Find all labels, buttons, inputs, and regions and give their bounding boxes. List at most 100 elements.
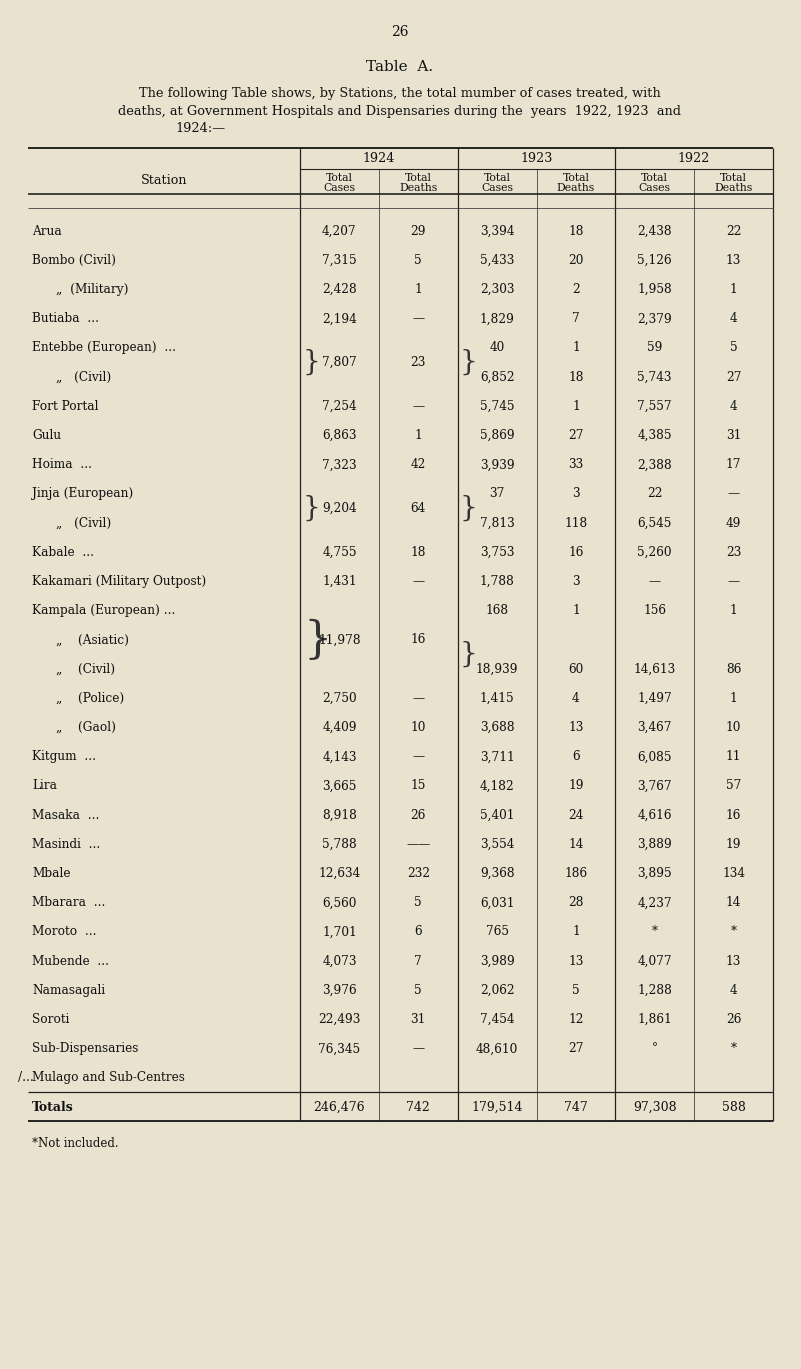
Text: 4: 4 <box>572 691 580 705</box>
Text: 19: 19 <box>568 779 584 793</box>
Text: 1: 1 <box>414 428 422 442</box>
Text: 747: 747 <box>564 1101 588 1114</box>
Text: 1: 1 <box>572 341 580 355</box>
Text: Masaka  ...: Masaka ... <box>32 809 99 821</box>
Text: „   (Civil): „ (Civil) <box>56 516 111 530</box>
Text: 1,829: 1,829 <box>480 312 514 326</box>
Text: —: — <box>413 1042 425 1055</box>
Text: 1924:—: 1924:— <box>175 122 225 134</box>
Text: 4,409: 4,409 <box>322 721 356 734</box>
Text: Total: Total <box>720 172 747 183</box>
Text: 5,126: 5,126 <box>638 253 672 267</box>
Text: 232: 232 <box>407 867 430 880</box>
Text: 33: 33 <box>568 459 584 471</box>
Text: 2,438: 2,438 <box>638 225 672 238</box>
Text: 5: 5 <box>414 984 422 997</box>
Text: 7: 7 <box>572 312 580 326</box>
Text: 76,345: 76,345 <box>318 1042 360 1055</box>
Text: 246,476: 246,476 <box>314 1101 365 1114</box>
Text: 1: 1 <box>730 691 738 705</box>
Text: 9,204: 9,204 <box>322 502 356 515</box>
Text: The following Table shows, by Stations, the total mumber of cases treated, with: The following Table shows, by Stations, … <box>139 88 661 100</box>
Text: 4,077: 4,077 <box>638 954 672 968</box>
Text: 19: 19 <box>726 838 742 852</box>
Text: 9,368: 9,368 <box>480 867 514 880</box>
Text: 97,308: 97,308 <box>633 1101 677 1114</box>
Text: 7: 7 <box>414 954 422 968</box>
Text: Sub-Dispensaries: Sub-Dispensaries <box>32 1042 139 1055</box>
Text: 13: 13 <box>568 721 584 734</box>
Text: 3,753: 3,753 <box>480 546 514 559</box>
Text: 2,194: 2,194 <box>322 312 356 326</box>
Text: 588: 588 <box>722 1101 746 1114</box>
Text: 5,433: 5,433 <box>480 253 514 267</box>
Text: Deaths: Deaths <box>557 183 595 193</box>
Text: Station: Station <box>141 174 187 186</box>
Text: 29: 29 <box>410 225 426 238</box>
Text: 3: 3 <box>572 487 580 501</box>
Text: 10: 10 <box>411 721 426 734</box>
Text: 11,978: 11,978 <box>318 634 360 646</box>
Text: 6,852: 6,852 <box>480 371 514 383</box>
Text: 86: 86 <box>726 663 741 676</box>
Text: 742: 742 <box>406 1101 430 1114</box>
Text: Bombo (Civil): Bombo (Civil) <box>32 253 116 267</box>
Text: 16: 16 <box>568 546 584 559</box>
Text: 6,085: 6,085 <box>638 750 672 764</box>
Text: 1: 1 <box>572 604 580 617</box>
Text: 1,958: 1,958 <box>638 283 672 296</box>
Text: 2,062: 2,062 <box>480 984 514 997</box>
Text: 4,616: 4,616 <box>638 809 672 821</box>
Text: 4,237: 4,237 <box>638 897 672 909</box>
Text: 37: 37 <box>489 487 505 501</box>
Text: 179,514: 179,514 <box>471 1101 523 1114</box>
Text: Kabale  ...: Kabale ... <box>32 546 94 559</box>
Text: „    (Gaol): „ (Gaol) <box>56 721 116 734</box>
Text: 24: 24 <box>568 809 584 821</box>
Text: 6,031: 6,031 <box>480 897 514 909</box>
Text: 7,813: 7,813 <box>480 516 514 530</box>
Text: °: ° <box>652 1042 658 1055</box>
Text: 1,497: 1,497 <box>638 691 672 705</box>
Text: 23: 23 <box>726 546 741 559</box>
Text: *: * <box>731 1042 737 1055</box>
Text: 26: 26 <box>726 1013 741 1027</box>
Text: —: — <box>727 575 739 589</box>
Text: 31: 31 <box>726 428 741 442</box>
Text: 5: 5 <box>414 253 422 267</box>
Text: 4,073: 4,073 <box>322 954 356 968</box>
Text: 3,554: 3,554 <box>480 838 514 852</box>
Text: 13: 13 <box>726 253 741 267</box>
Text: 5,745: 5,745 <box>480 400 514 413</box>
Text: —: — <box>413 312 425 326</box>
Text: —: — <box>413 400 425 413</box>
Text: 2,303: 2,303 <box>480 283 514 296</box>
Text: 1,415: 1,415 <box>480 691 514 705</box>
Text: 5,743: 5,743 <box>638 371 672 383</box>
Text: —: — <box>413 750 425 764</box>
Text: 16: 16 <box>411 634 426 646</box>
Text: 2,379: 2,379 <box>638 312 672 326</box>
Text: „    (Police): „ (Police) <box>56 691 124 705</box>
Text: 5,401: 5,401 <box>480 809 514 821</box>
Text: 27: 27 <box>726 371 742 383</box>
Text: Total: Total <box>562 172 590 183</box>
Text: *: * <box>652 925 658 939</box>
Text: 22: 22 <box>647 487 662 501</box>
Text: 28: 28 <box>568 897 584 909</box>
Text: Kampala (European) ...: Kampala (European) ... <box>32 604 175 617</box>
Text: Deaths: Deaths <box>714 183 753 193</box>
Text: 1,701: 1,701 <box>322 925 356 939</box>
Text: 4,755: 4,755 <box>322 546 356 559</box>
Text: 1,788: 1,788 <box>480 575 514 589</box>
Text: 5: 5 <box>730 341 738 355</box>
Text: Cases: Cases <box>324 183 356 193</box>
Text: 6: 6 <box>414 925 422 939</box>
Text: 7,557: 7,557 <box>638 400 672 413</box>
Text: 134: 134 <box>722 867 745 880</box>
Text: 2: 2 <box>572 283 580 296</box>
Text: 5: 5 <box>414 897 422 909</box>
Text: 49: 49 <box>726 516 741 530</box>
Text: }: } <box>460 641 477 668</box>
Text: Total: Total <box>326 172 353 183</box>
